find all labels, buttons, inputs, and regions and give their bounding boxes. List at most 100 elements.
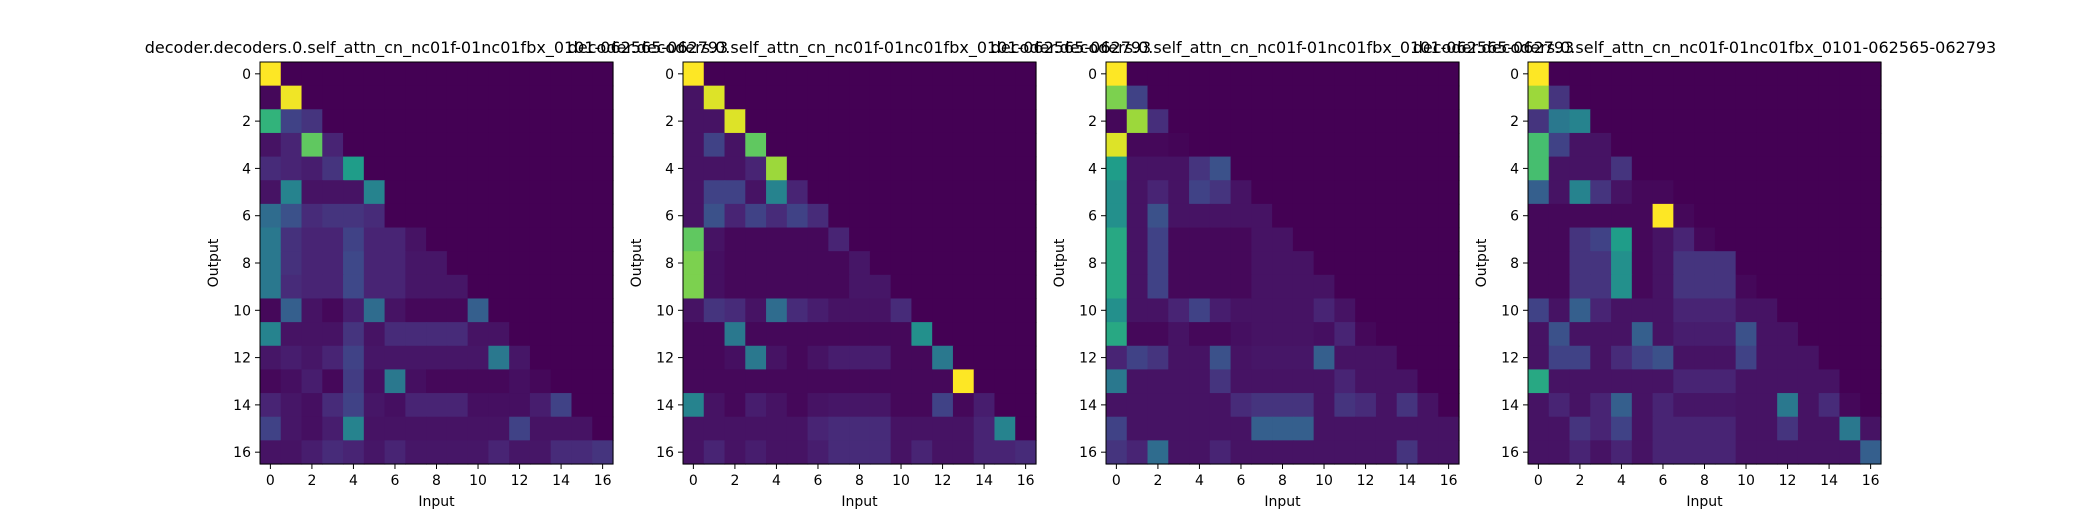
heatmap-cell [683,345,705,371]
heatmap-cell [766,132,788,158]
heatmap-panel-4: 0 2 4 6 8 10 12 14 16 0 2 4 6 8 10 12 14 16 decoder.deco… [1413,38,1996,510]
heatmap-cell [786,203,809,229]
heatmap-cell [911,227,933,252]
heatmap-cell [260,109,282,134]
heatmap-cell [260,440,282,465]
heatmap-cell [1756,203,1778,229]
heatmap-cell [1438,322,1460,347]
heatmap-cell [467,227,490,252]
heatmap-cell [592,132,614,158]
heatmap-cell [1355,109,1377,134]
heatmap-cell [1569,440,1591,465]
heatmap-cell [363,393,386,418]
heatmap-cell [1839,180,1861,205]
heatmap-cell [1652,440,1674,465]
heatmap-cell [683,322,705,347]
heatmap-cell [1375,227,1398,252]
heatmap-cell [1756,156,1778,181]
heatmap-cell [571,85,593,110]
heatmap-cell [509,62,531,87]
heatmap-cell [1548,322,1571,347]
heatmap-cell [571,416,593,441]
heatmap-cell [1590,440,1612,465]
heatmap-cell [786,156,809,181]
x-tick-label: 12 [1779,473,1797,489]
heatmap-cell [322,180,344,205]
heatmap-cell [807,322,829,347]
heatmap-cell [1251,440,1273,465]
heatmap-cell [1396,132,1419,158]
heatmap-cell [1334,251,1356,276]
heatmap-cell [1528,322,1550,347]
y-tick-label: 12 [1501,351,1519,367]
heatmap-cell [426,251,448,276]
heatmap-cell [745,227,767,252]
heatmap-cell [1375,203,1398,229]
heatmap-cell [869,180,892,205]
heatmap-cell [1355,322,1377,347]
heatmap-cell [1168,416,1190,441]
heatmap-cell [1756,322,1778,347]
heatmap-cell [994,274,1016,300]
heatmap-cell [405,274,427,300]
heatmap-cell [1611,203,1633,229]
heatmap-cell [1189,345,1211,371]
heatmap-cell [550,109,573,134]
heatmap-cell [807,393,829,418]
heatmap-cell [280,156,303,181]
heatmap-cell [280,203,303,229]
heatmap-cell [260,251,282,276]
heatmap-cell [1631,251,1654,276]
heatmap-cell [550,369,573,394]
heatmap-cell [1292,416,1315,441]
x-tick-label: 8 [1700,473,1709,489]
heatmap-cell [994,62,1016,87]
heatmap-cell [1839,393,1861,418]
heatmap-cell [1673,322,1695,347]
x-tick-label: 14 [975,473,993,489]
heatmap-cell [1777,62,1799,87]
heatmap-cell [260,203,282,229]
heatmap-cell [1126,393,1149,418]
heatmap-cell [343,132,365,158]
heatmap-cell [724,345,746,371]
heatmap-cell [571,369,593,394]
heatmap-cell [1438,156,1460,181]
heatmap-cell [1590,227,1612,252]
heatmap-cell [1756,440,1778,465]
heatmap-cell [1396,251,1419,276]
y-tick-label: 16 [233,445,251,461]
heatmap-cell [1106,62,1128,87]
heatmap-cell [446,156,469,181]
heatmap-cell [952,251,975,276]
heatmap-cell [1797,416,1820,441]
heatmap-cells [260,62,614,465]
heatmap-cell [384,227,406,252]
heatmap-cell [1839,416,1861,441]
heatmap-cell [1355,180,1377,205]
heatmap-cell [1209,369,1232,394]
heatmap-cell [1355,440,1377,465]
heatmap-cell [994,227,1016,252]
y-tick-label: 2 [665,114,674,130]
heatmap-cell [1673,109,1695,134]
heatmap-cell [467,109,490,134]
heatmap-cell [1735,322,1758,347]
heatmap-cell [1528,274,1550,300]
x-axis-ticks: 0 2 4 6 8 10 12 14 16 [1534,464,1880,489]
heatmap-cell [828,180,850,205]
heatmap-cell [1375,393,1398,418]
heatmap-cell [1528,132,1550,158]
heatmap-cell [405,85,427,110]
heatmap-cell [849,274,871,300]
heatmap-cell [1756,369,1778,394]
heatmap-cell [1631,227,1654,252]
heatmap-cell [1631,180,1654,205]
heatmap-cell [1652,416,1674,441]
heatmap-cell [828,156,850,181]
heatmap-cell [426,393,448,418]
heatmap-cell [1777,440,1799,465]
heatmap-cell [683,203,705,229]
heatmap-cell [1528,393,1550,418]
